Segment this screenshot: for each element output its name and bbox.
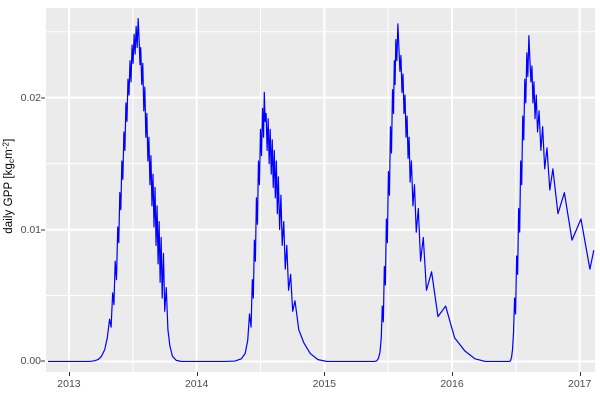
plot-panel (46, 8, 595, 372)
x-tick-mark (196, 372, 198, 376)
x-tick-label: 2013 (57, 378, 81, 390)
x-tick-mark (68, 372, 70, 376)
y-tick-label: 0.02 (20, 91, 41, 104)
x-tick-label: 2016 (440, 378, 464, 390)
plot-svg (46, 8, 595, 372)
x-tick-mark (452, 372, 453, 376)
y-tick-mark (41, 97, 45, 99)
x-tick-label: 2017 (567, 378, 592, 390)
x-tick-label: 2015 (312, 378, 336, 390)
y-tick-label: 0.01 (20, 223, 41, 236)
x-tick-mark (324, 372, 326, 376)
y-tick-mark (41, 229, 45, 231)
x-tick-mark (579, 372, 581, 376)
series-line (47, 17, 595, 363)
y-axis-tick-labels: 0.00 0.01 0.02 (0, 0, 41, 400)
y-tick-mark (41, 360, 45, 362)
x-tick-label: 2014 (184, 378, 209, 390)
y-tick-label: 0.00 (20, 355, 41, 368)
